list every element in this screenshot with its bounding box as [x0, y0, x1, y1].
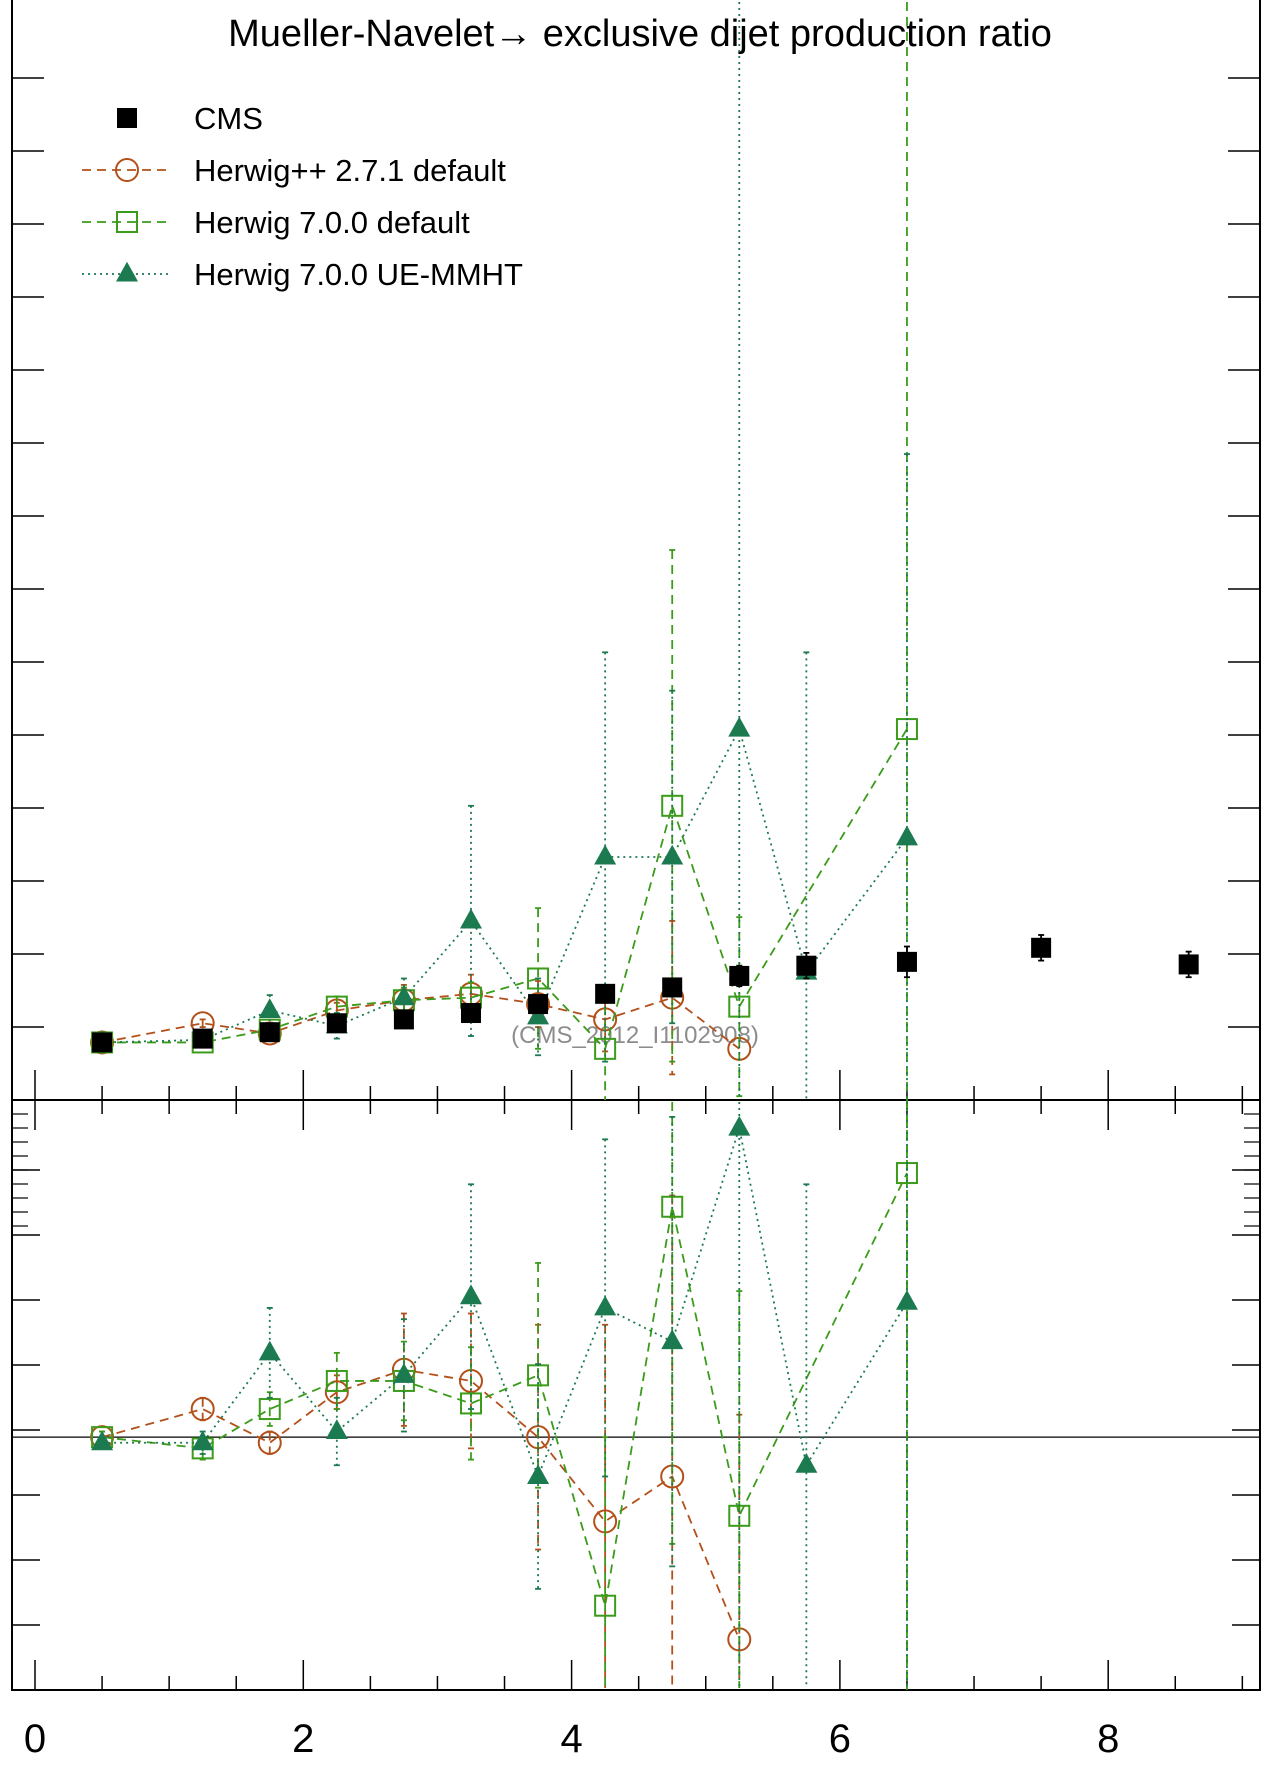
chart-title: Mueller-Navelet→ exclusive dijet product… [228, 13, 1052, 55]
legend-label: CMS [194, 101, 263, 136]
data-point [728, 1115, 751, 1136]
data-point [662, 977, 683, 998]
x-tick-label: 2 [292, 1717, 314, 1761]
x-tick-labels: 0 2 4 6 8 [24, 1717, 1119, 1761]
ratio-frame [11, 1099, 1261, 1691]
data-point [459, 908, 482, 929]
data-point [895, 1290, 918, 1310]
data-point [258, 998, 281, 1018]
data-point [325, 1419, 348, 1440]
legend-item: CMS [117, 101, 263, 136]
legend-marker [116, 211, 138, 233]
series-line [101, 1172, 908, 1606]
data-point [459, 1392, 482, 1415]
data-point [661, 794, 684, 817]
legend-item: Herwig 7.0.0 UE-MMHT [82, 257, 523, 292]
analysis-watermark: (CMS_2012_I1102908) [511, 1022, 759, 1049]
legend-item: Herwig++ 2.7.1 default [82, 153, 506, 188]
x-tick-label: 8 [1097, 1717, 1119, 1761]
series-line [102, 1127, 908, 1479]
legend-marker [117, 108, 137, 128]
series-line [102, 726, 908, 1044]
data-point [594, 1594, 617, 1617]
data-point [258, 1340, 281, 1361]
data-point [595, 983, 616, 1004]
data-point [728, 716, 751, 737]
x-tick-label: 6 [829, 1717, 851, 1761]
data-point [795, 1452, 818, 1473]
x-tick-label: 4 [560, 1717, 582, 1761]
data-point [661, 1329, 684, 1350]
series-line [101, 992, 740, 1050]
data-point [192, 1028, 213, 1049]
data-point [191, 1430, 214, 1451]
data-point [527, 967, 550, 990]
data-point [528, 994, 549, 1015]
legend-item: Herwig 7.0.0 default [82, 205, 470, 240]
legend-label: Herwig 7.0.0 default [194, 205, 470, 240]
data-point [527, 1004, 550, 1025]
data-point [258, 1398, 281, 1421]
data-point [594, 1037, 617, 1060]
legend-marker [116, 261, 138, 282]
data-point [259, 1022, 280, 1043]
main-series [92, 934, 1199, 1053]
legend-label: Herwig++ 2.7.1 default [194, 153, 506, 188]
data-point [594, 1295, 617, 1316]
data-point [393, 1009, 414, 1030]
data-point [257, 1430, 282, 1455]
legend: CMS Herwig++ 2.7.1 default Herwig 7.0.0 de… [82, 101, 523, 292]
ratio-series [91, 1102, 918, 1688]
legend-label: Herwig 7.0.0 UE-MMHT [194, 257, 523, 292]
data-point [594, 844, 617, 865]
main-plot-area [90, 2, 1199, 1690]
data-point [459, 1284, 482, 1305]
data-point [325, 1369, 348, 1392]
x-tick-label: 0 [24, 1717, 46, 1761]
data-point [392, 985, 415, 1006]
data-point [1031, 937, 1052, 958]
data-point [895, 825, 918, 846]
data-point [729, 965, 750, 986]
data-point [796, 955, 817, 976]
data-point [661, 844, 684, 865]
axis-ticks [12, 77, 1260, 1690]
plot-frames [11, 0, 1261, 1691]
data-point [527, 1464, 550, 1485]
data-point [1178, 954, 1199, 975]
data-point [896, 951, 917, 972]
data-point [91, 1430, 114, 1451]
series-line [101, 1368, 741, 1640]
data-point [190, 1397, 215, 1422]
data-point [92, 1032, 113, 1053]
data-point [392, 1363, 415, 1383]
data-point [326, 1013, 347, 1034]
series-line [102, 728, 908, 1051]
legend-marker [115, 158, 139, 182]
ratio-plot-area [12, 1102, 1260, 1688]
data-point [460, 1003, 481, 1024]
